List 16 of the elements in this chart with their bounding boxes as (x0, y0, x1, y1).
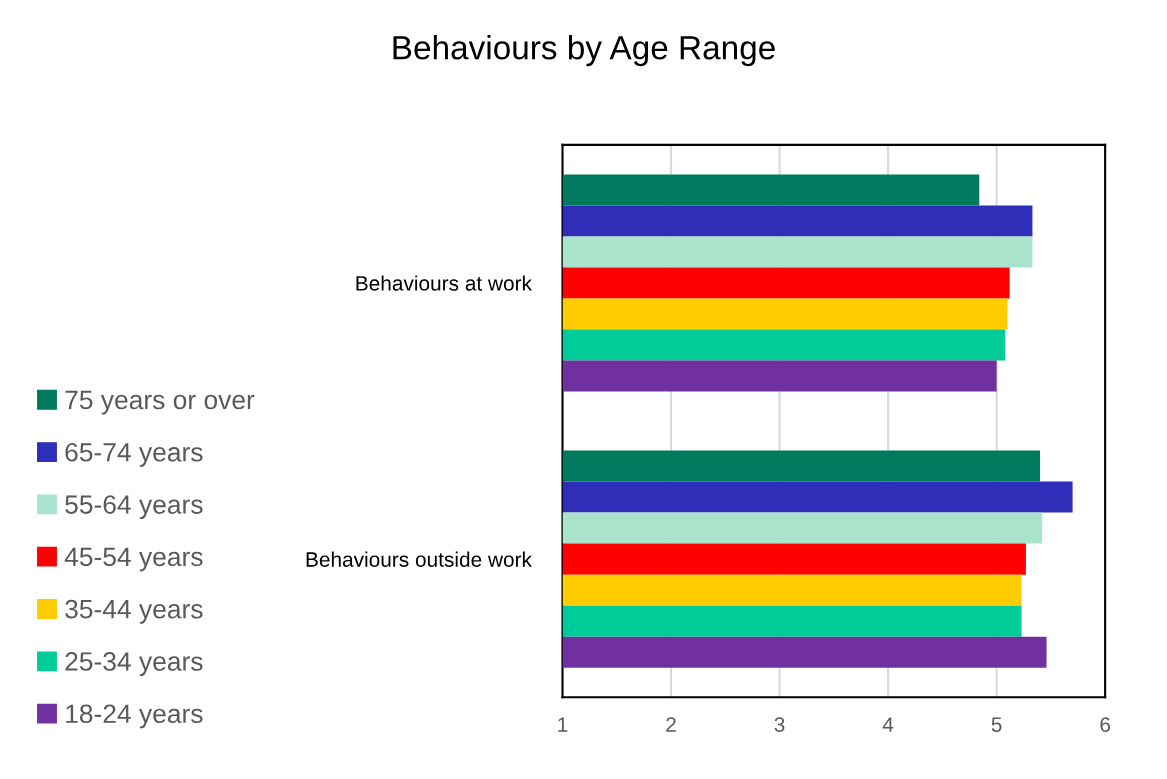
x-tick-label: 6 (1100, 717, 1111, 732)
legend-label: 65-74 years (65, 442, 203, 467)
x-tick-label: 4 (882, 717, 894, 732)
x-tick-label: 2 (666, 717, 676, 732)
legend-label: 35-44 years (65, 599, 203, 624)
y-tick-label: Behaviours at work (356, 275, 532, 291)
legend-label: 18-24 years (66, 704, 203, 729)
chart-title: Behaviours by Age Range (393, 35, 775, 67)
x-tick-label: 5 (991, 717, 1002, 732)
x-tick-label: 1 (558, 717, 568, 732)
legend-label: 25-34 years (65, 652, 203, 677)
legend-label: 45-54 years (64, 547, 203, 572)
y-tick-label: Behaviours outside work (306, 551, 532, 567)
x-tick-label: 3 (774, 717, 785, 732)
legend-label: 75 years or over (65, 390, 255, 415)
legend-label: 55-64 years (65, 495, 203, 520)
